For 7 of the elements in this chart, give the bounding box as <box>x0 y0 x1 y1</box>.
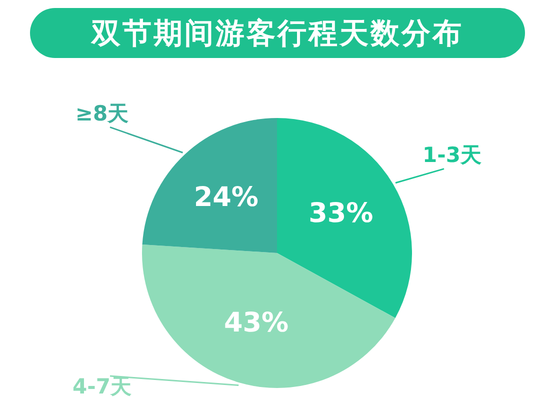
slice-label: 1-3天 <box>422 143 482 168</box>
data-label: 24% <box>194 182 258 213</box>
slice-label: ≥8天 <box>75 102 129 126</box>
data-label: 43% <box>224 307 289 338</box>
chart-title: 双节期间游客行程天数分布 <box>30 8 525 58</box>
data-label: 33% <box>308 198 374 230</box>
slice-label: 4-7天 <box>72 374 132 398</box>
